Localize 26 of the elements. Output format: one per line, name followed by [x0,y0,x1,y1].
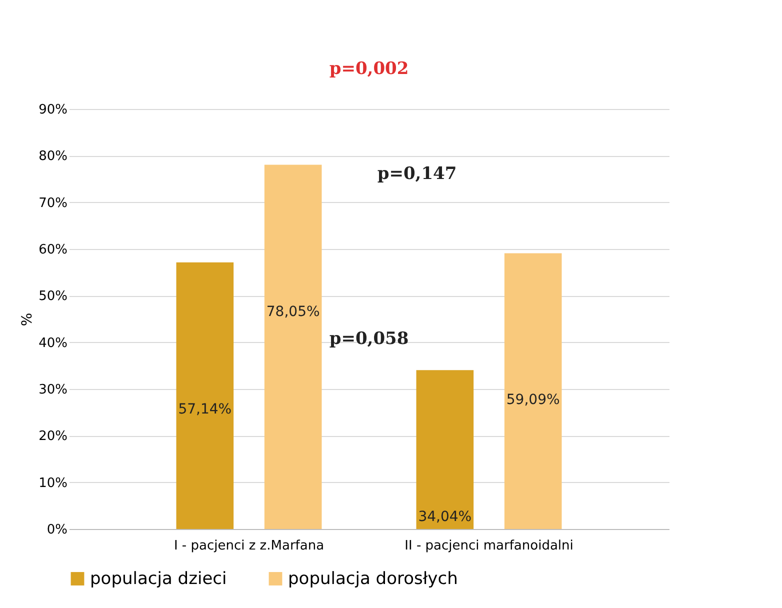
legend-label: populacja dorosłych [288,568,458,589]
y-tick-label: 70% [38,196,68,211]
bar [176,262,234,529]
y-axis-title: % [20,312,36,326]
x-tick-label: I - pacjenci z z.Marfana [174,538,324,554]
annotation: p=0,058 [329,329,409,349]
y-tick-label: 20% [38,429,68,444]
bar [416,370,474,529]
y-tick-label: 90% [38,102,68,118]
legend-label: populacja dzieci [90,568,227,589]
y-tick-label: 10% [38,476,68,491]
data-label: 59,09% [506,392,560,408]
data-label: 78,05% [266,304,320,320]
data-label: 34,04% [418,509,472,526]
y-tick-label: 50% [38,289,68,304]
bar [264,164,322,529]
y-tick-label: 0% [46,522,68,538]
bar [504,253,562,529]
y-tick-label: 30% [38,382,68,398]
data-label: 57,14% [178,401,232,418]
text: p=0,002 [329,59,409,79]
annotation: p=0,147 [377,164,457,184]
y-tick-label: 40% [38,336,68,351]
y-tick-label: 60% [38,242,68,258]
x-tick-label: II - pacjenci marfanoidalni [404,538,574,554]
y-tick-label: 80% [38,149,68,164]
